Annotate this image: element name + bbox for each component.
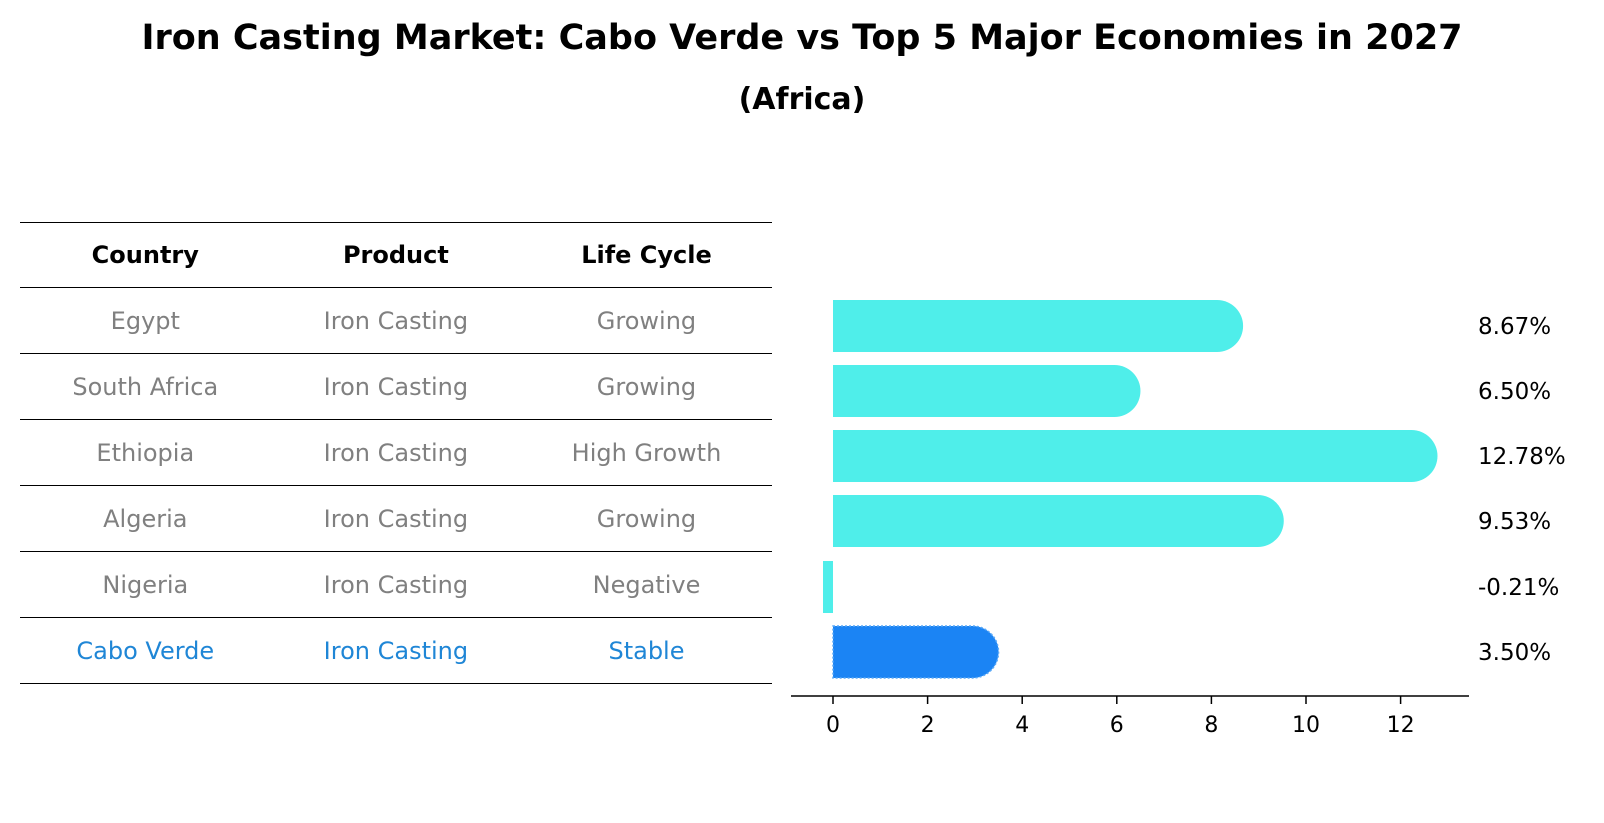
country-cell: Nigeria xyxy=(102,570,189,599)
bar xyxy=(833,430,1438,482)
header-product: Product xyxy=(342,241,449,269)
x-tick-label: 8 xyxy=(1204,713,1218,738)
table-header-row: Country Product Life Cycle xyxy=(20,222,772,288)
country-cell: Cabo Verde xyxy=(76,636,215,665)
bar xyxy=(833,365,1141,417)
product-cell: Iron Casting xyxy=(323,372,469,401)
life-cycle-cell: Growing xyxy=(596,372,697,401)
life-cycle-cell: Negative xyxy=(592,570,701,599)
bar xyxy=(833,300,1244,352)
product-cell: Iron Casting xyxy=(323,636,469,665)
product-cell: Iron Casting xyxy=(323,570,469,599)
country-cell: Ethiopia xyxy=(96,438,195,467)
product-cell: Iron Casting xyxy=(323,438,469,467)
data-label: -0.21% xyxy=(1478,575,1559,601)
table-row: Nigeria Iron Casting Negative xyxy=(20,552,772,618)
data-label: 8.67% xyxy=(1478,314,1551,340)
x-tick-label: 2 xyxy=(921,713,935,738)
x-tick-label: 6 xyxy=(1110,713,1124,738)
x-tick-label: 12 xyxy=(1387,713,1415,738)
data-label: 12.78% xyxy=(1478,444,1566,470)
x-tick-label: 0 xyxy=(826,713,840,738)
x-tick-label: 4 xyxy=(1015,713,1029,738)
country-cell: Egypt xyxy=(110,306,180,335)
comparison-table: Country Product Life Cycle Egypt Iron Ca… xyxy=(20,222,772,684)
product-cell: Iron Casting xyxy=(323,504,469,533)
chart-subtitle: (Africa) xyxy=(738,82,866,117)
bar xyxy=(833,495,1284,547)
x-tick-label: 10 xyxy=(1292,713,1320,738)
life-cycle-cell: High Growth xyxy=(571,438,722,467)
header-country: Country xyxy=(91,241,199,269)
life-cycle-cell: Growing xyxy=(596,504,697,533)
data-label: 9.53% xyxy=(1478,509,1551,535)
product-cell: Iron Casting xyxy=(323,306,469,335)
table-row: South Africa Iron Casting Growing xyxy=(20,354,772,420)
table-row: Egypt Iron Casting Growing xyxy=(20,288,772,354)
life-cycle-cell: Growing xyxy=(596,306,697,335)
header-life-cycle: Life Cycle xyxy=(581,241,712,269)
table-row: Algeria Iron Casting Growing xyxy=(20,486,772,552)
data-label: 6.50% xyxy=(1478,379,1551,405)
country-cell: South Africa xyxy=(72,372,219,401)
data-label: 3.50% xyxy=(1478,640,1551,666)
bar-highlighted xyxy=(832,625,1000,679)
country-cell: Algeria xyxy=(103,504,188,533)
chart-title: Iron Casting Market: Cabo Verde vs Top 5… xyxy=(141,18,1463,58)
bar xyxy=(823,561,833,613)
life-cycle-cell: Stable xyxy=(608,636,685,665)
table-row-highlighted: Cabo Verde Iron Casting Stable xyxy=(20,618,772,684)
table-row: Ethiopia Iron Casting High Growth xyxy=(20,420,772,486)
